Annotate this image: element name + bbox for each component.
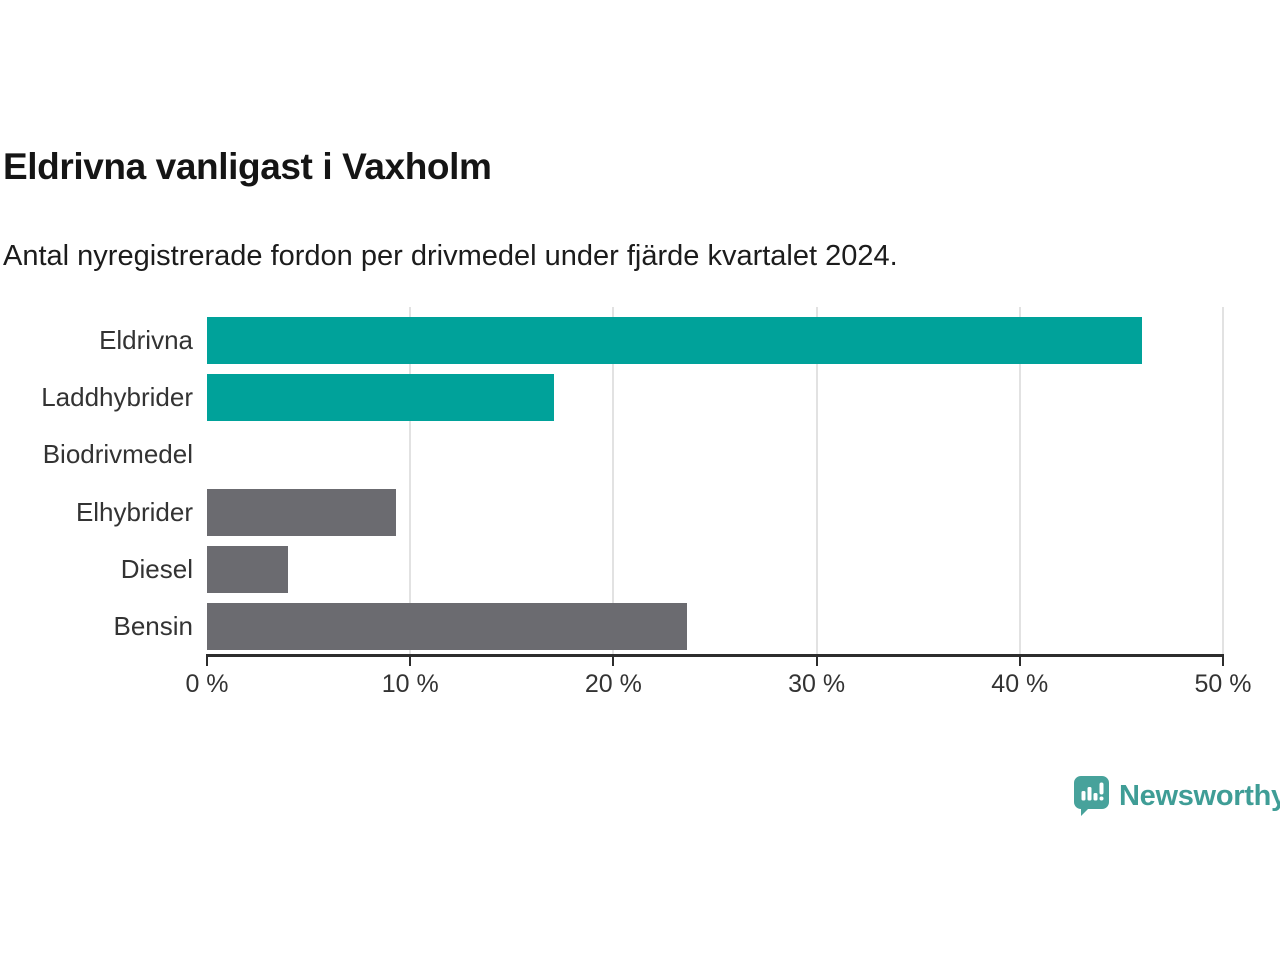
newsworthy-logo[interactable]: Newsworthy: [1073, 775, 1280, 817]
x-tick-label: 20 %: [584, 670, 642, 698]
plot-area: [207, 307, 1224, 655]
chart-subtitle: Antal nyregistrerade fordon per drivmede…: [3, 240, 898, 272]
gridline: [1222, 307, 1224, 655]
x-tick-label: 40 %: [991, 670, 1049, 698]
x-tick-mark: [206, 657, 208, 666]
x-tick-mark: [612, 657, 615, 666]
category-label: Bensin: [113, 611, 194, 641]
category-label: Laddhybrider: [41, 382, 193, 413]
bar-eldrivna: [207, 317, 1142, 364]
gridline: [409, 307, 412, 655]
chart-title: Eldrivna vanligast i Vaxholm: [3, 146, 492, 187]
x-axis-line: [206, 654, 1224, 657]
bar-laddhybrider: [207, 374, 555, 422]
y-axis-labels: Eldrivna Laddhybrider Biodrivmedel Elhybrid…: [0, 307, 193, 655]
x-tick-label: 30 %: [788, 670, 846, 698]
x-axis: 0 % 10 % 20 % 30 % 40 % 50 %: [185, 657, 1251, 705]
bar-bensin: [207, 603, 687, 650]
gridline: [815, 307, 818, 655]
x-tick-label: 50 %: [1194, 670, 1252, 698]
category-label: Biodrivmedel: [42, 439, 193, 470]
x-tick-mark: [1222, 657, 1224, 666]
newsworthy-bar-chart-speech-bubble-icon: [1073, 775, 1110, 817]
x-tick-mark: [409, 657, 412, 666]
gridline: [1018, 307, 1021, 655]
newsworthy-wordmark: Newsworthy: [1119, 779, 1280, 812]
category-label: Elhybrider: [75, 496, 193, 527]
category-label: Eldrivna: [99, 325, 193, 355]
x-tick-mark: [1018, 657, 1021, 666]
bar-diesel: [207, 545, 289, 593]
gridline: [612, 307, 615, 655]
bar-elhybrider: [207, 488, 396, 536]
x-tick-mark: [815, 657, 818, 666]
category-label: Diesel: [120, 553, 193, 584]
x-tick-label: 0 %: [185, 670, 229, 698]
x-tick-label: 10 %: [381, 670, 439, 698]
